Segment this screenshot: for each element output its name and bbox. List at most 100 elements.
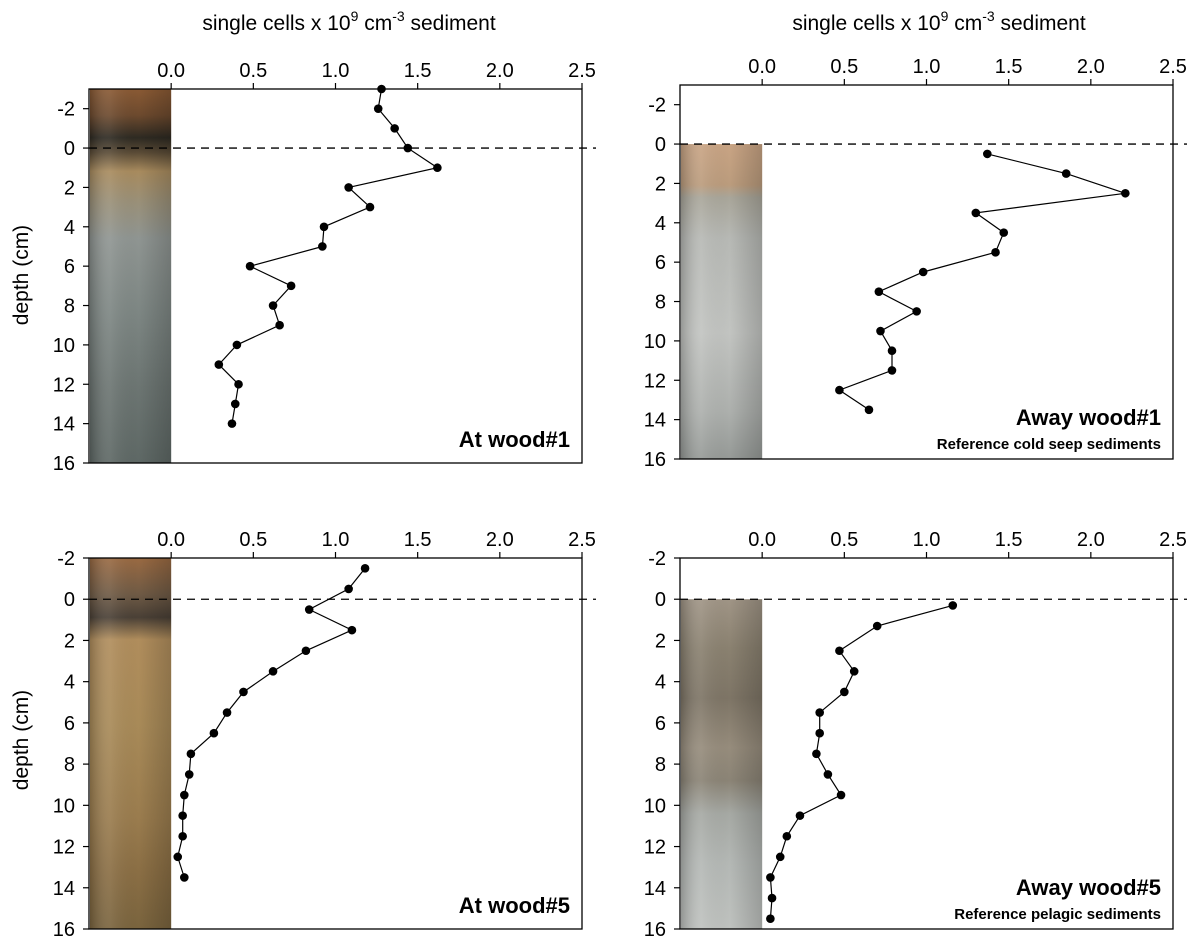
y-tick-label: 10: [53, 795, 75, 817]
data-point: [319, 222, 329, 232]
x-tick-label: 0.5: [239, 60, 267, 82]
data-point: [184, 770, 194, 779]
data-point: [912, 307, 921, 316]
y-axis-title-top: depth (cm): [10, 225, 33, 325]
y-tick-label: 8: [64, 296, 75, 318]
y-tick-label: 4: [64, 672, 75, 694]
data-point: [232, 340, 242, 350]
data-point: [840, 687, 849, 697]
x-tick-label: 0.0: [748, 529, 776, 551]
series-line: [217, 88, 439, 424]
y-tick-label: 14: [644, 410, 666, 432]
panel-label: At wood#5: [459, 893, 570, 918]
top-axis-title-left: single cells x 109 cm-3 sediment: [202, 8, 496, 35]
y-tick-label: 10: [644, 795, 666, 817]
y-tick-label: 2: [655, 173, 666, 195]
data-point: [318, 242, 327, 251]
x-tick-label: 1.0: [322, 529, 350, 551]
y-tick-label: 16: [644, 449, 666, 471]
data-point: [403, 143, 413, 153]
data-point: [864, 405, 874, 415]
panel-label: Away wood#1: [1016, 405, 1161, 430]
y-tick-label: 8: [64, 754, 75, 776]
y-tick-label: 2: [64, 630, 75, 652]
data-point: [835, 385, 844, 395]
x-tick-label: 2.5: [1159, 529, 1187, 551]
data-point: [180, 873, 189, 882]
data-point: [1121, 188, 1130, 198]
x-tick-label: 1.5: [404, 529, 432, 551]
panel-away-wood5: 0.0 0.5 1.0 1.5 2.0 2.5 -2 0 2 4 6 8 10 12 14 16 Away wo…: [644, 529, 1187, 941]
data-point: [766, 873, 775, 882]
data-point: [234, 379, 243, 389]
y-tick-label: 0: [655, 589, 666, 611]
data-point: [775, 852, 785, 862]
panel-away-wood1: 0.0 0.5 1.0 1.5 2.0 2.5 -2 0 2 4 6 8 10 12 14 16 Away wo…: [644, 56, 1187, 471]
data-point: [887, 366, 897, 375]
x-tick-label: 0.5: [830, 56, 858, 78]
data-point: [887, 346, 897, 356]
data-point: [918, 267, 928, 277]
y-tick-label: 8: [655, 754, 666, 776]
y-tick-label: 16: [53, 919, 75, 941]
x-tick-label: 2.5: [568, 60, 596, 82]
data-point: [948, 601, 958, 610]
x-tick-label: 1.0: [322, 60, 350, 82]
data-point: [245, 261, 255, 271]
data-point: [286, 281, 296, 291]
x-tick-label: 0.5: [239, 529, 267, 551]
y-tick-label: -2: [648, 548, 666, 570]
data-point: [823, 770, 833, 779]
y-tick-label: 2: [64, 177, 75, 199]
data-point: [433, 163, 442, 173]
y-tick-label: -2: [648, 95, 666, 117]
data-point: [344, 183, 353, 192]
sediment-core-shading: [681, 144, 763, 460]
x-tick-label: 0.0: [748, 56, 776, 78]
sediment-core-shading: [90, 558, 172, 929]
data-point: [222, 708, 232, 717]
data-point: [301, 646, 311, 656]
y-tick-label: 0: [655, 134, 666, 156]
x-tick-label: 0.0: [157, 60, 185, 82]
x-tick-label: 1.5: [995, 529, 1023, 551]
x-tick-label: 1.0: [913, 529, 941, 551]
y-tick-label: -2: [57, 548, 75, 570]
series-line: [838, 153, 1126, 411]
x-tick-label: 0.0: [157, 529, 185, 551]
y-tick-label: 12: [53, 837, 75, 859]
y-axis-title-bottom: depth (cm): [10, 690, 33, 790]
x-tick-label: 2.5: [568, 529, 596, 551]
data-point: [999, 228, 1009, 237]
x-tick-label: 2.0: [1077, 56, 1105, 78]
data-point: [766, 914, 775, 923]
data-point: [186, 749, 196, 759]
data-point: [983, 149, 992, 159]
data-point: [209, 728, 219, 738]
data-point: [1061, 169, 1071, 178]
data-point: [991, 248, 1000, 257]
x-tick-label: 2.0: [486, 529, 514, 551]
y-tick-label: 12: [53, 374, 75, 396]
y-tick-label: 4: [655, 672, 666, 694]
data-point: [360, 564, 370, 573]
y-tick-label: 12: [644, 837, 666, 859]
data-point: [767, 893, 777, 903]
data-point: [835, 646, 844, 656]
data-point: [795, 811, 805, 820]
data-point: [230, 399, 240, 409]
panel-label: At wood#1: [459, 427, 570, 452]
data-point: [390, 124, 399, 133]
y-tick-label: 6: [64, 256, 75, 278]
data-point: [377, 84, 386, 94]
y-tick-label: 10: [644, 331, 666, 353]
panel-label: Away wood#5: [1016, 875, 1161, 900]
data-point: [268, 301, 278, 310]
y-tick-label: 16: [53, 453, 75, 475]
data-point: [849, 667, 859, 676]
panel-sublabel: Reference cold seep sediments: [937, 436, 1161, 453]
y-tick-label: 14: [53, 414, 75, 436]
x-tick-label: 1.5: [404, 60, 432, 82]
data-point: [874, 287, 884, 296]
